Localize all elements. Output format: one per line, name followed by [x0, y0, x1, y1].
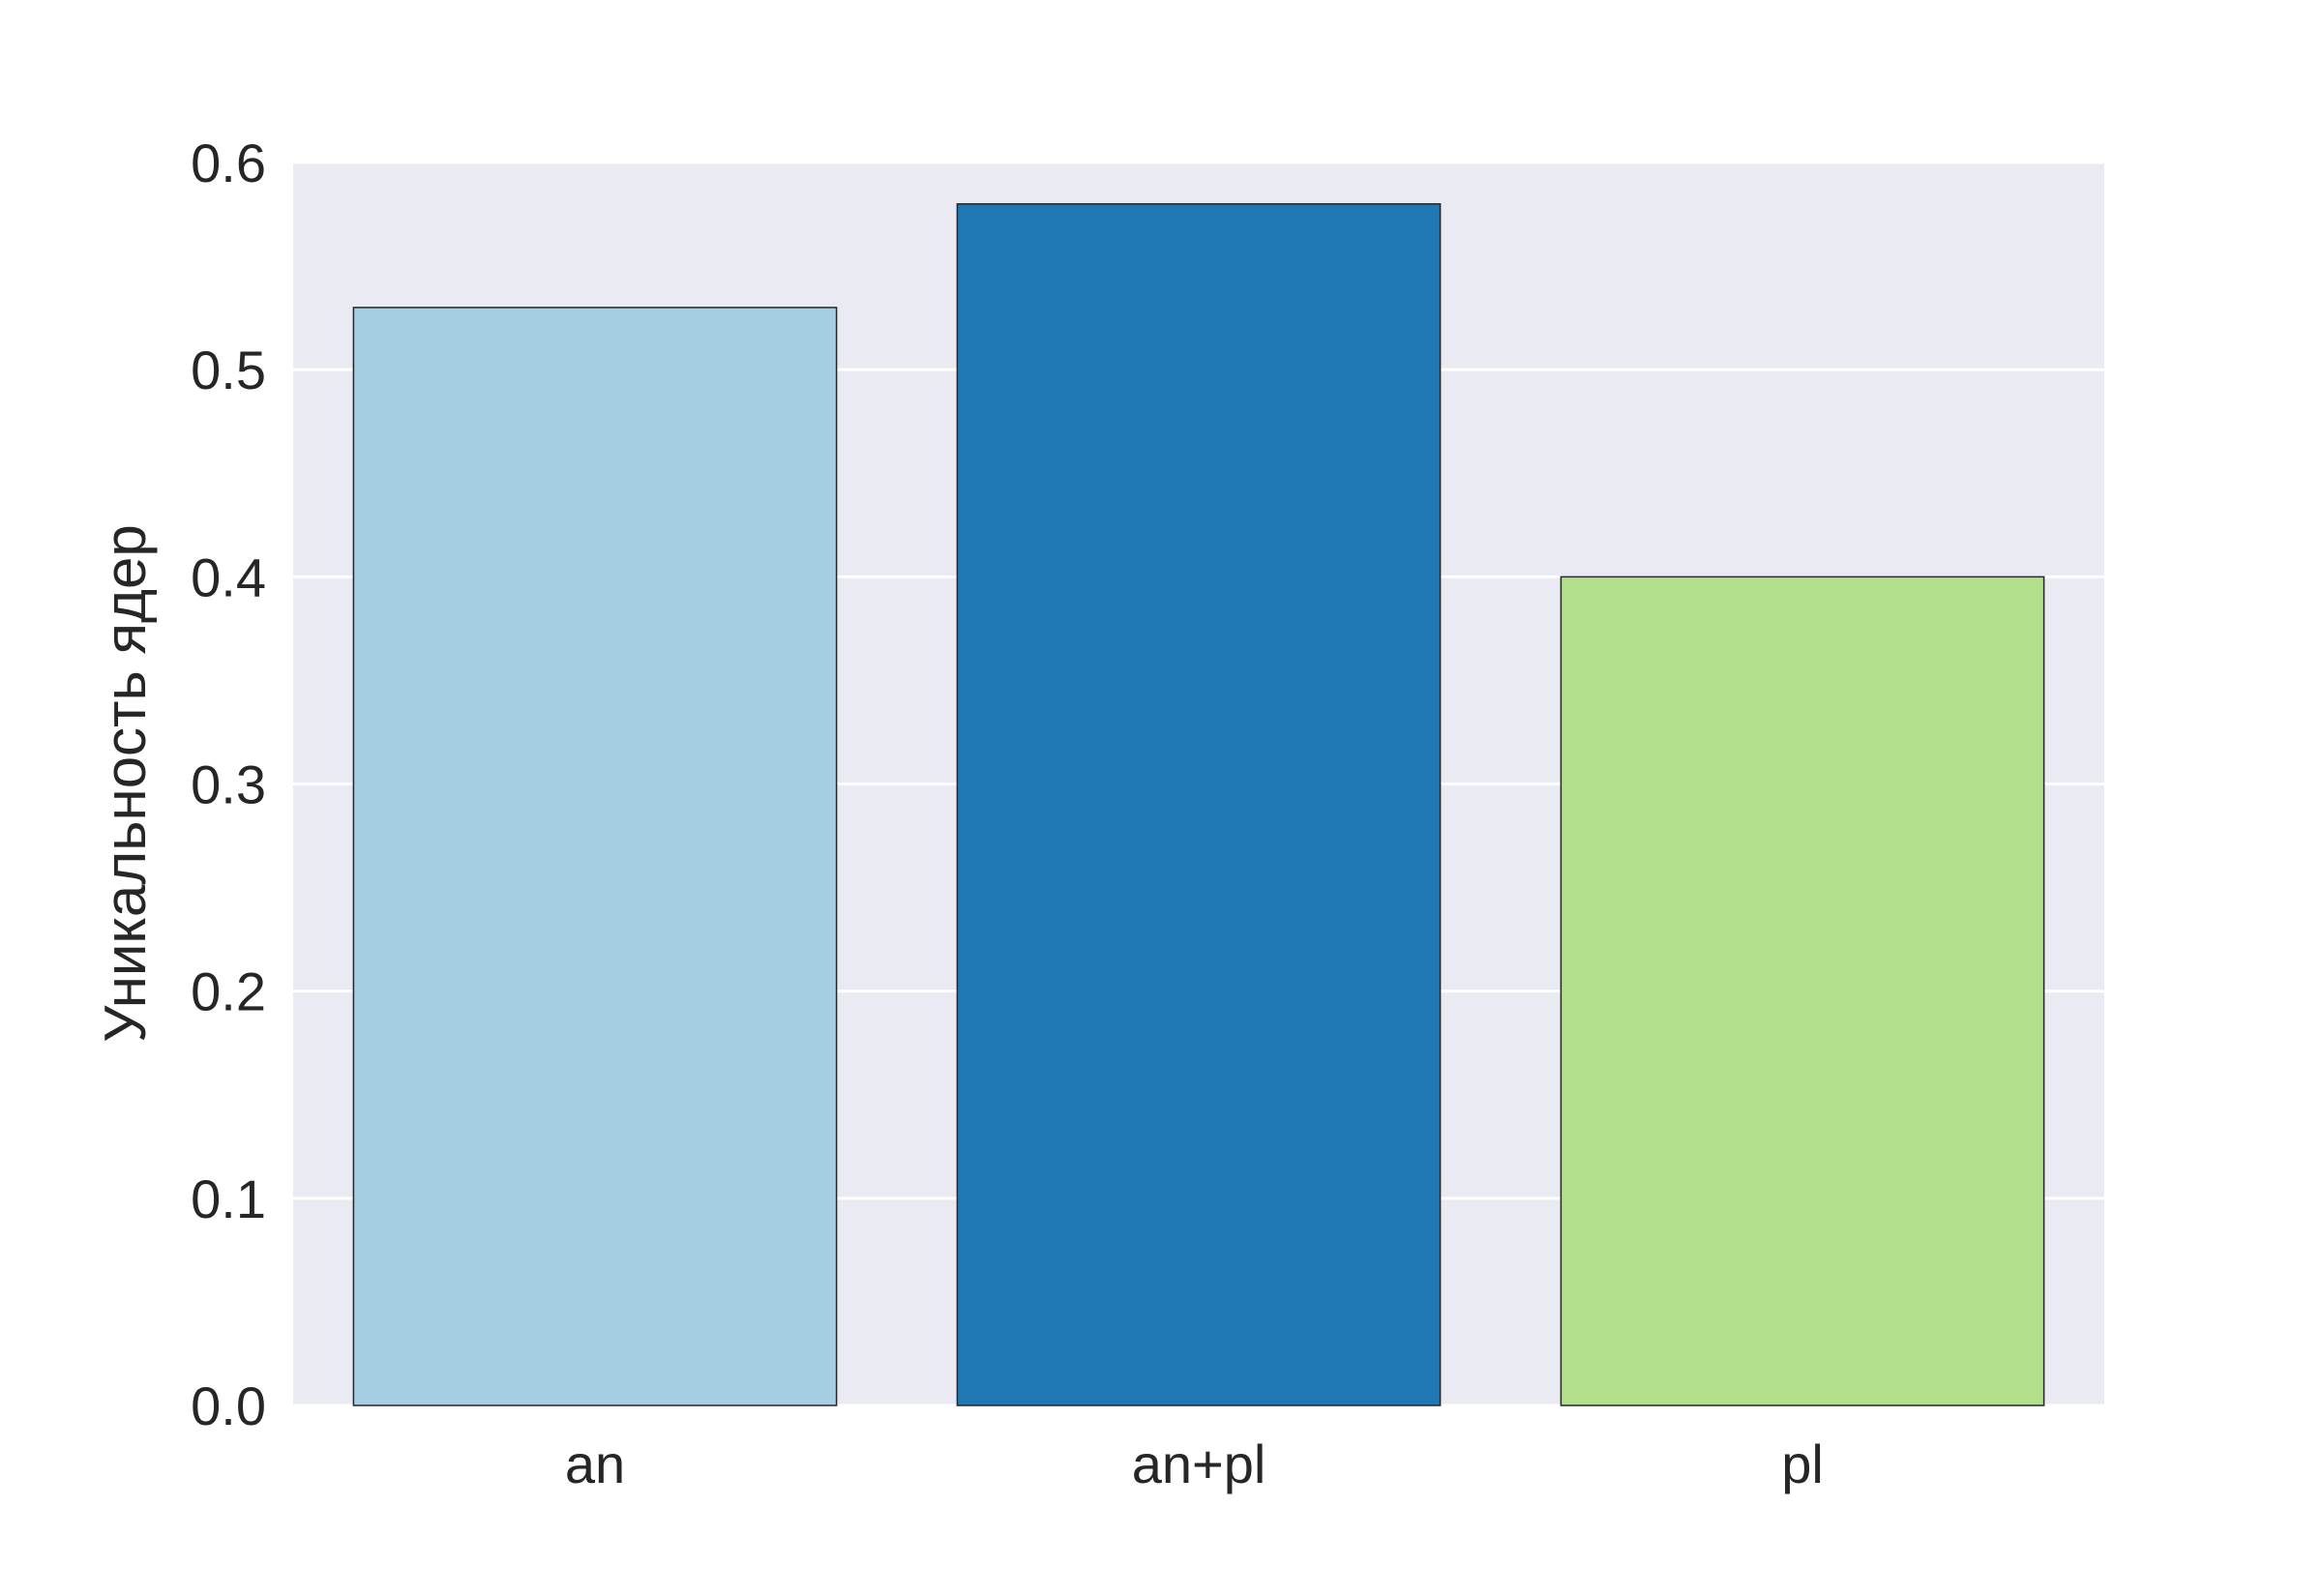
bar-pl — [1560, 576, 2045, 1406]
x-tick-labels: an an+pl pl — [565, 1433, 1824, 1494]
bar-an — [352, 307, 838, 1406]
y-axis-label: Уникальность ядер — [93, 524, 158, 1042]
bars — [352, 203, 2045, 1406]
x-tick-label: an+pl — [1132, 1433, 1266, 1494]
x-tick-label: an — [565, 1433, 625, 1494]
y-tick-labels: 0.0 0.1 0.2 0.3 0.4 0.5 0.6 — [191, 133, 266, 1436]
y-tick-label: 0.6 — [191, 133, 266, 193]
y-tick-label: 0.0 — [191, 1375, 266, 1436]
x-tick-label: pl — [1781, 1433, 1824, 1494]
bar-an-pl — [956, 203, 1442, 1406]
y-tick-label: 0.2 — [191, 961, 266, 1022]
y-tick-label: 0.1 — [191, 1168, 266, 1229]
y-tick-label: 0.5 — [191, 340, 266, 400]
y-tick-label: 0.4 — [191, 547, 266, 607]
y-tick-label: 0.3 — [191, 754, 266, 815]
